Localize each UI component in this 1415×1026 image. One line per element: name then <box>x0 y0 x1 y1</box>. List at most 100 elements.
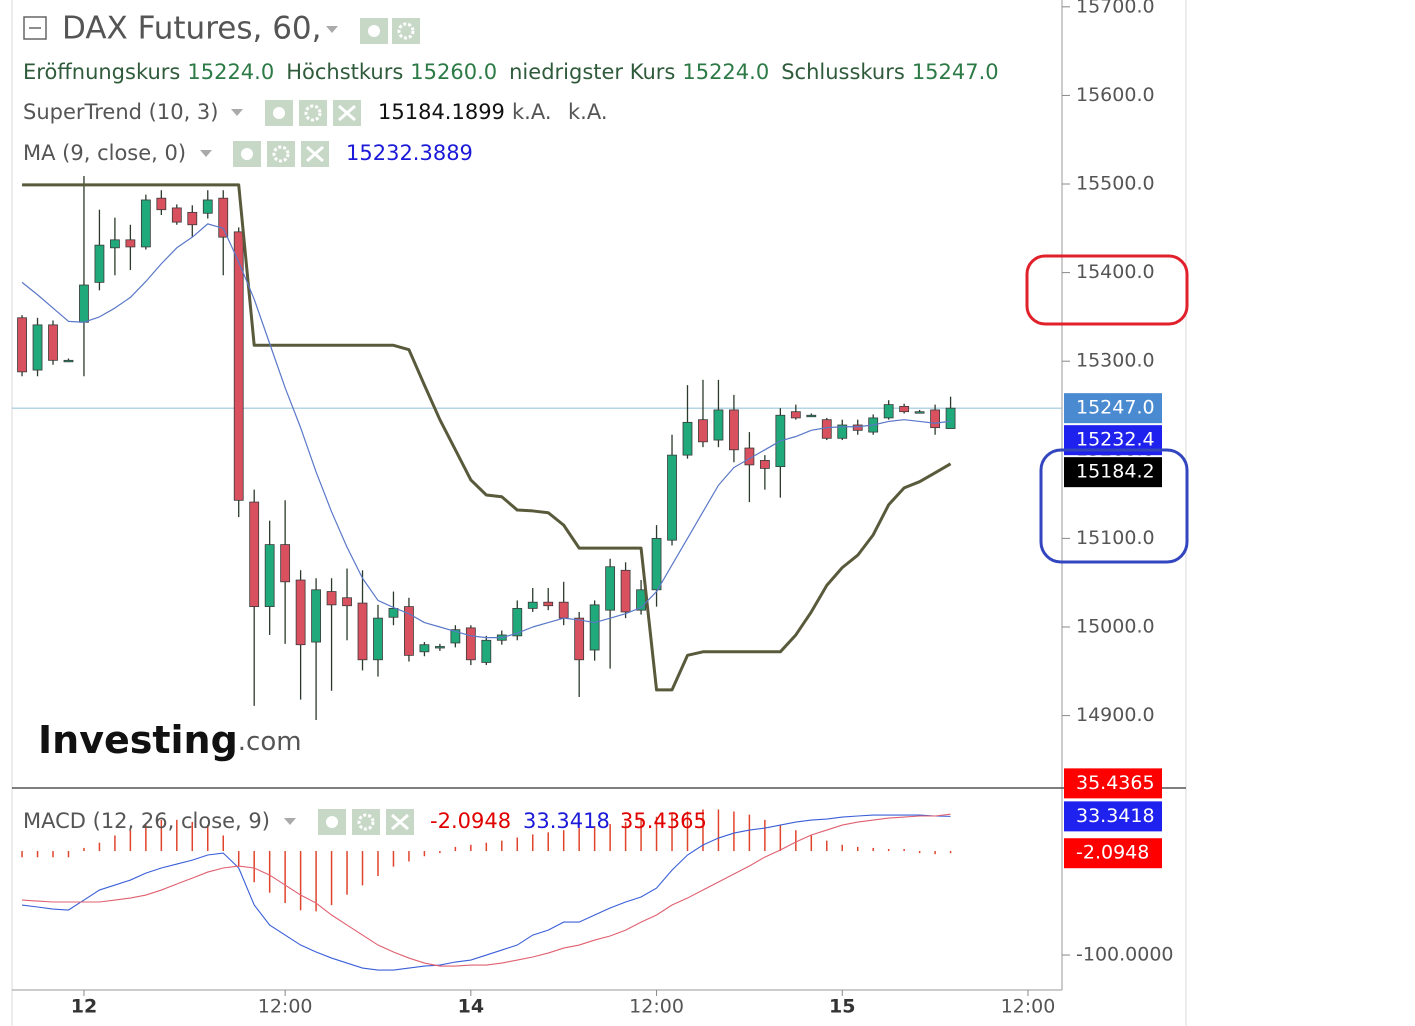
candle-body <box>543 601 554 607</box>
candle-body <box>930 409 941 429</box>
price-tag <box>1064 838 1162 869</box>
candle-body <box>373 617 383 661</box>
remove-icon-glyph <box>391 813 409 831</box>
candle-body <box>79 284 89 323</box>
x-tick-label: 12:00 <box>1001 996 1056 1018</box>
watermark-suffix: .com <box>238 727 302 757</box>
candle-body <box>48 324 58 361</box>
ohlc-legend: Eröffnungskurs 15224.0 Höchstkurs 15260.0 ni… <box>23 60 999 84</box>
y-tick-label: 15500.0 <box>1076 173 1155 195</box>
candle-body <box>620 569 631 613</box>
candle-body <box>806 414 817 418</box>
price-tag-label: -2.0948 <box>1076 842 1149 864</box>
candle-body <box>698 419 708 443</box>
indicator-name: MACD (12, 26, close, 9) <box>23 809 270 833</box>
candle-body <box>713 409 724 441</box>
candle-body <box>527 601 538 609</box>
settings-icon[interactable] <box>299 100 327 126</box>
dropdown-arrow[interactable] <box>284 818 296 825</box>
candle-body <box>171 207 182 223</box>
candle-body <box>682 421 693 456</box>
candle-body <box>465 627 476 661</box>
settings-icon-glyph <box>272 145 290 163</box>
y-tick-label: 15400.0 <box>1076 261 1155 283</box>
x-tick-label: 12 <box>71 996 97 1018</box>
collapse-icon[interactable] <box>23 16 47 40</box>
y-tick-label: 14900.0 <box>1076 704 1155 726</box>
candle-body <box>249 501 260 608</box>
price-tag <box>1064 801 1162 832</box>
settings-icon[interactable] <box>267 141 295 167</box>
candle-body <box>605 566 616 611</box>
candle-body <box>187 211 198 226</box>
candle-body <box>914 411 925 414</box>
candle-body <box>202 199 213 214</box>
indicator-name: MA (9, close, 0) <box>23 141 186 165</box>
candle-body <box>218 197 229 238</box>
candle-body <box>110 239 120 249</box>
indicator-value: -2.0948 <box>430 809 511 833</box>
remove-icon-glyph <box>338 104 356 122</box>
ohlc-name: Höchstkurs <box>286 60 403 84</box>
candle-body <box>295 579 306 646</box>
ohlc-name: Eröffnungskurs <box>23 60 180 84</box>
candle-body <box>419 644 430 653</box>
price-tag-label: 33.3418 <box>1076 805 1155 827</box>
candle-body <box>280 544 291 583</box>
indicator-status: k.A. <box>512 100 552 124</box>
ohlc-name: Schlusskurs <box>781 60 905 84</box>
ohlc-value: 15247.0 <box>912 60 999 84</box>
candle-body <box>651 537 662 591</box>
eye-icon-glyph <box>368 25 380 37</box>
y-tick-label: 15000.0 <box>1076 615 1155 637</box>
candle-body <box>512 607 523 637</box>
indicator-value: 33.3418 <box>523 809 610 833</box>
signal-line <box>22 813 951 967</box>
candle-body <box>667 454 677 541</box>
settings-icon[interactable] <box>352 809 380 835</box>
candle-body <box>32 324 43 371</box>
settings-icon-glyph <box>357 813 375 831</box>
x-tick-label: 14 <box>458 996 484 1018</box>
candle-body <box>481 639 492 663</box>
price-tag <box>1064 768 1162 799</box>
x-tick-label: 15 <box>829 996 855 1018</box>
candle-body <box>311 589 321 643</box>
candle-body <box>434 646 445 649</box>
price-tag-label: 15247.0 <box>1076 397 1155 419</box>
dropdown-arrow[interactable] <box>200 150 212 157</box>
eye-icon-glyph <box>241 148 253 160</box>
y-tick-label: 15700.0 <box>1076 0 1155 17</box>
macd-line <box>21 814 951 971</box>
candle-body <box>264 544 275 608</box>
candle-body <box>790 411 801 419</box>
candle-body <box>589 604 600 651</box>
candle-body <box>759 460 770 469</box>
price-tag-label: 15184.2 <box>1076 461 1155 483</box>
candle-body <box>837 424 848 439</box>
candle-body <box>574 617 585 661</box>
settings-icon[interactable] <box>392 18 420 44</box>
candle-body <box>404 606 414 656</box>
indicator-name: SuperTrend (10, 3) <box>23 100 219 124</box>
price-tag-label: 35.4365 <box>1076 772 1155 794</box>
watermark: Investing.com <box>38 718 302 762</box>
dropdown-arrow[interactable] <box>231 109 243 116</box>
price-tag <box>1064 457 1162 488</box>
dropdown-arrow[interactable] <box>326 26 338 33</box>
settings-icon-glyph <box>397 22 415 40</box>
y-tick-label: 15100.0 <box>1076 527 1155 549</box>
ohlc-value: 15224.0 <box>187 60 274 84</box>
red-highlight <box>1025 254 1189 326</box>
candle-body <box>233 231 244 501</box>
ohlc-value: 15224.0 <box>682 60 769 84</box>
y-tick-label: -100.0000 <box>1076 944 1174 966</box>
candle-body <box>357 602 368 661</box>
candle-body <box>450 629 461 644</box>
blue-highlight <box>1039 448 1189 564</box>
indicator-value: 15232.3889 <box>346 141 473 165</box>
settings-icon-glyph <box>304 104 322 122</box>
